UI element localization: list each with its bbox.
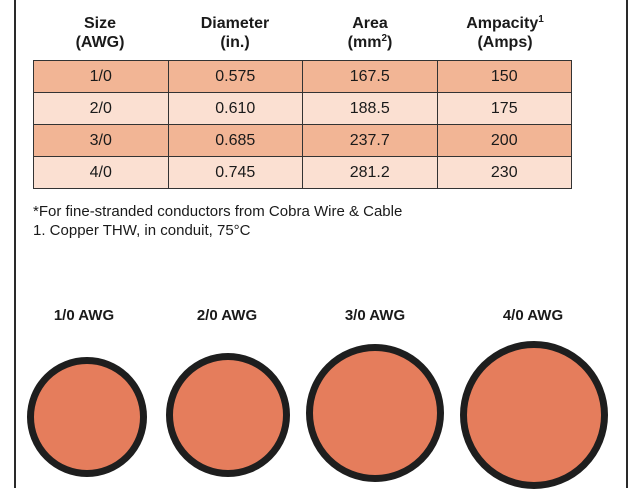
cell-diameter: 0.685 [167, 124, 303, 157]
wire-label-2-0: 2/0 AWG [196, 307, 258, 324]
wire-spec-table-body: 1/0 0.575 167.5 150 2/0 0.610 188.5 175 3/0 0.685… [33, 60, 572, 189]
header-area-superscript: 2 [381, 33, 387, 44]
header-diameter-line2: (in.) [220, 34, 250, 51]
header-diameter-line1: Diameter [200, 15, 270, 32]
footnotes: *For fine-stranded conductors from Cobra… [33, 202, 402, 240]
wire-circle-1-0 [27, 357, 147, 477]
header-ampacity-text: Ampacity [466, 15, 539, 32]
header-size: Size (AWG) [33, 14, 167, 52]
cell-size: 4/0 [33, 156, 169, 189]
header-area-line1: Area [352, 15, 388, 32]
footnote-marker: 1 [538, 14, 544, 25]
cell-size: 2/0 [33, 92, 169, 125]
document-frame [14, 0, 628, 488]
cell-ampacity: 230 [436, 156, 572, 189]
cell-ampacity: 175 [436, 92, 572, 125]
wire-circle-3-0 [306, 344, 444, 482]
cell-ampacity: 150 [436, 60, 572, 93]
wire-label-4-0: 4/0 AWG [502, 307, 564, 324]
header-area-line2: (mm2) [303, 33, 437, 52]
header-diameter: Diameter (in.) [168, 14, 302, 52]
table-header: Size (AWG) Diameter (in.) Area (mm2) Amp… [0, 14, 640, 58]
header-ampacity: Ampacity1 (Amps) [438, 14, 572, 52]
header-ampacity-line1: Ampacity1 [438, 14, 572, 33]
header-size-line2: (AWG) [75, 34, 125, 51]
wire-circle-2-0 [166, 353, 290, 477]
cell-size: 3/0 [33, 124, 169, 157]
cell-area: 281.2 [302, 156, 438, 189]
table-row: 2/0 0.610 188.5 175 [33, 92, 572, 125]
cell-area: 167.5 [302, 60, 438, 93]
cell-area: 188.5 [302, 92, 438, 125]
table-row: 1/0 0.575 167.5 150 [33, 60, 572, 93]
footnote-stranded: *For fine-stranded conductors from Cobra… [33, 203, 403, 220]
footnote-copper-thw: 1. Copper THW, in conduit, 75°C [33, 222, 251, 239]
wire-spec-table: 1/0 0.575 167.5 150 2/0 0.610 188.5 175 3/0 0.685… [33, 60, 572, 189]
cell-size: 1/0 [33, 60, 169, 93]
header-area-close: ) [387, 34, 393, 51]
cell-diameter: 0.575 [167, 60, 303, 93]
cell-ampacity: 200 [436, 124, 572, 157]
header-ampacity-line2: (Amps) [477, 34, 533, 51]
cell-diameter: 0.610 [167, 92, 303, 125]
header-area-unit: (mm [347, 34, 382, 51]
cell-diameter: 0.745 [167, 156, 303, 189]
wire-label-3-0: 3/0 AWG [344, 307, 406, 324]
table-row: 4/0 0.745 281.2 230 [33, 156, 572, 189]
header-area: Area (mm2) [303, 14, 437, 52]
wire-circle-4-0 [460, 341, 608, 489]
wire-label-1-0: 1/0 AWG [53, 307, 115, 324]
cell-area: 237.7 [302, 124, 438, 157]
header-size-line1: Size [83, 15, 116, 32]
table-row: 3/0 0.685 237.7 200 [33, 124, 572, 157]
